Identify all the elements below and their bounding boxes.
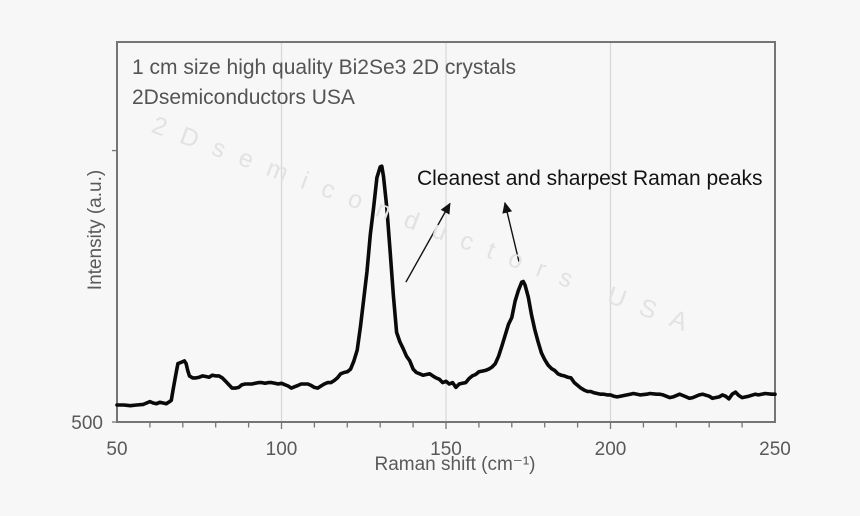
plot-border xyxy=(116,41,776,423)
chart-title-line2: 2Dsemiconductors USA xyxy=(132,86,355,109)
x-tick-label: 100 xyxy=(266,439,298,460)
annotation-arrow xyxy=(502,201,520,263)
x-tick-labels: 50 100 150 200 250 xyxy=(106,439,790,460)
x-tick-label: 200 xyxy=(595,439,627,460)
x-ticks xyxy=(149,423,743,429)
y-tick-label: 500 xyxy=(71,413,103,434)
x-tick-label: 50 xyxy=(106,439,127,460)
chart-title: 1 cm size high quality Bi2Se3 2D crystal… xyxy=(132,53,516,113)
gridlines xyxy=(280,43,612,421)
spectrum-line xyxy=(115,164,777,408)
x-tick-label: 250 xyxy=(759,439,791,460)
x-tick-label: 150 xyxy=(430,439,462,460)
annotation-arrow xyxy=(405,202,451,283)
x-axis-title: Raman shift (cm⁻¹) xyxy=(374,454,536,475)
y-axis-title: Intensity (a.u.) xyxy=(85,169,106,291)
chart-title-line1: 1 cm size high quality Bi2Se3 2D crystal… xyxy=(132,56,516,79)
y-ticks: 500 xyxy=(71,149,117,434)
annotation-text: Cleanest and sharpest Raman peaks xyxy=(417,167,763,190)
annotation-arrows xyxy=(405,201,520,283)
